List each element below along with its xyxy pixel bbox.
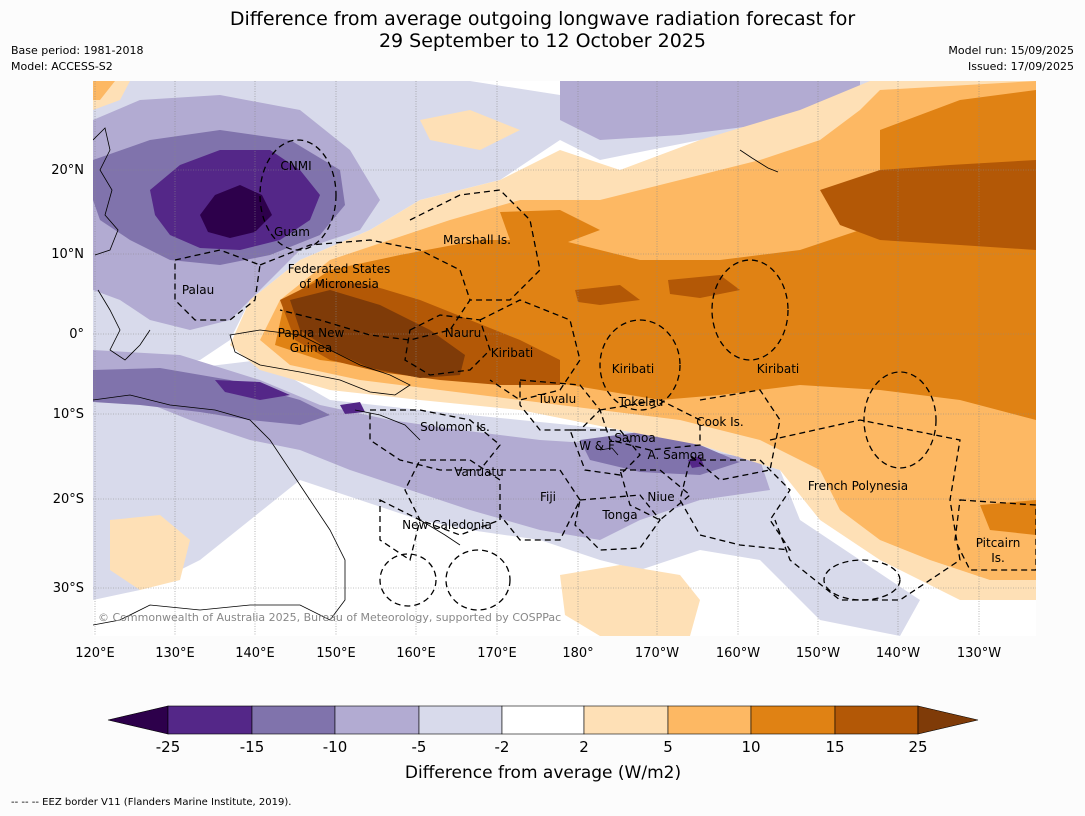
region-labels: CNMI Guam Marshall Is. Federated States … (182, 159, 1020, 565)
label-american-samoa: A. Samoa (648, 448, 705, 462)
colorbar-tick: 5 (663, 738, 673, 756)
label-solomon-is: Solomon Is. (420, 420, 490, 434)
base-period: Base period: 1981-2018 (11, 44, 144, 57)
label-png-line1: Papua New (278, 326, 345, 340)
label-fsm-line1: Federated States (288, 262, 390, 276)
label-png-line2: Guinea (290, 341, 333, 355)
lon-tick-label: 160°E (396, 646, 436, 661)
olr-anomaly-field (93, 81, 1036, 636)
label-pitcairn-line1: Pitcairn (976, 536, 1021, 550)
colorbar-bin-4 (418, 705, 503, 735)
colorbar-tick: 10 (741, 738, 760, 756)
colorbar-bin-8 (750, 705, 836, 735)
longitude-labels: 120°E 130°E 140°E 150°E 160°E 170°E 180° 170°W 1… (75, 646, 1001, 661)
label-nauru: Nauru (445, 326, 481, 340)
label-kiribati-west: Kiribati (491, 346, 533, 360)
label-kiribati-east: Kiribati (757, 362, 799, 376)
colorbar-bin-6 (583, 705, 669, 735)
label-marshall-is: Marshall Is. (443, 233, 511, 247)
lat-tick-label: 10°N (51, 247, 84, 262)
issued-date: Issued: 17/09/2025 (967, 60, 1074, 73)
label-french-polynesia: French Polynesia (808, 479, 908, 493)
title-line-2: 29 September to 12 October 2025 (378, 30, 707, 52)
colorbar-bin-3 (334, 705, 420, 735)
eez-borders (174, 139, 1036, 611)
colorbar-tick: 2 (579, 738, 589, 756)
chart-title: Difference from average outgoing longwav… (0, 8, 1085, 52)
latitude-labels: 20°N 10°N 0° 10°S 20°S 30°S (51, 163, 84, 596)
colorbar-extend-low (107, 705, 169, 735)
lat-tick-label: 20°N (51, 163, 84, 178)
meta-left: Base period: 1981-2018 Model: ACCESS-S2 (11, 43, 143, 75)
coastlines (93, 127, 779, 626)
colorbar-extend-high (917, 705, 979, 735)
model-run: Model run: 15/09/2025 (948, 44, 1074, 57)
lon-tick-label: 140°E (235, 646, 275, 661)
colorbar-bin-2 (251, 705, 336, 735)
lon-tick-label: 150°E (316, 646, 356, 661)
label-tonga: Tonga (601, 508, 637, 522)
lon-tick-label: 120°E (75, 646, 115, 661)
lon-tick-label: 130°W (957, 646, 1001, 661)
colorbar-tick: -10 (323, 738, 348, 756)
lon-tick-label: 130°E (155, 646, 195, 661)
colorbar-tick-labels: -25 -15 -10 -5 -2 2 5 10 15 25 (156, 738, 928, 756)
lon-tick-label: 160°W (716, 646, 760, 661)
label-wallis-futuna: W & F (579, 439, 615, 453)
eez-legend-note: -- -- -- EEZ border V11 (Flanders Marine… (11, 797, 292, 808)
lon-tick-label: 150°W (796, 646, 840, 661)
label-vanuatu: Vanuatu (454, 465, 504, 479)
colorbar-bin-5 (501, 705, 585, 735)
colorbar-tick: 15 (825, 738, 844, 756)
lon-tick-label: 170°E (477, 646, 517, 661)
label-pitcairn-line2: Is. (991, 551, 1005, 565)
colorbar-bin-7 (667, 705, 752, 735)
lat-tick-label: 0° (69, 327, 84, 342)
colorbar (107, 705, 979, 735)
label-palau: Palau (182, 283, 214, 297)
lat-tick-label: 20°S (53, 492, 84, 507)
model-name: Model: ACCESS-S2 (11, 60, 113, 73)
label-new-caledonia: New Caledonia (402, 518, 492, 532)
colorbar-tick: -15 (240, 738, 265, 756)
copyright-notice: © Commonwealth of Australia 2025, Bureau… (98, 611, 561, 624)
colorbar-tick: -5 (412, 738, 427, 756)
lat-tick-label: 10°S (53, 407, 84, 422)
colorbar-tick: 25 (908, 738, 927, 756)
lon-tick-label: 170°W (635, 646, 679, 661)
label-cnmi: CNMI (280, 159, 311, 173)
label-guam: Guam (274, 225, 310, 239)
label-cook-is: Cook Is. (696, 415, 743, 429)
lat-tick-label: 30°S (53, 581, 84, 596)
colorbar-tick: -2 (495, 738, 510, 756)
title-line-1: Difference from average outgoing longwav… (229, 8, 856, 30)
colorbar-tick: -25 (156, 738, 181, 756)
label-fsm-line2: of Micronesia (299, 277, 379, 291)
label-fiji: Fiji (540, 490, 556, 504)
lon-tick-label: 140°W (876, 646, 920, 661)
label-tokelau: Tokelau (618, 395, 664, 409)
colorbar-bin-9 (834, 705, 919, 735)
lon-tick-label: 180° (562, 646, 593, 661)
label-tuvalu: Tuvalu (537, 392, 577, 406)
colorbar-label: Difference from average (W/m2) (405, 763, 681, 783)
label-niue: Niue (647, 490, 674, 504)
meta-right: Model run: 15/09/2025 Issued: 17/09/2025 (948, 43, 1074, 75)
colorbar-bin-1 (167, 705, 253, 735)
label-samoa: Samoa (614, 431, 655, 445)
label-kiribati-central: Kiribati (612, 362, 654, 376)
graticule (93, 81, 1036, 636)
